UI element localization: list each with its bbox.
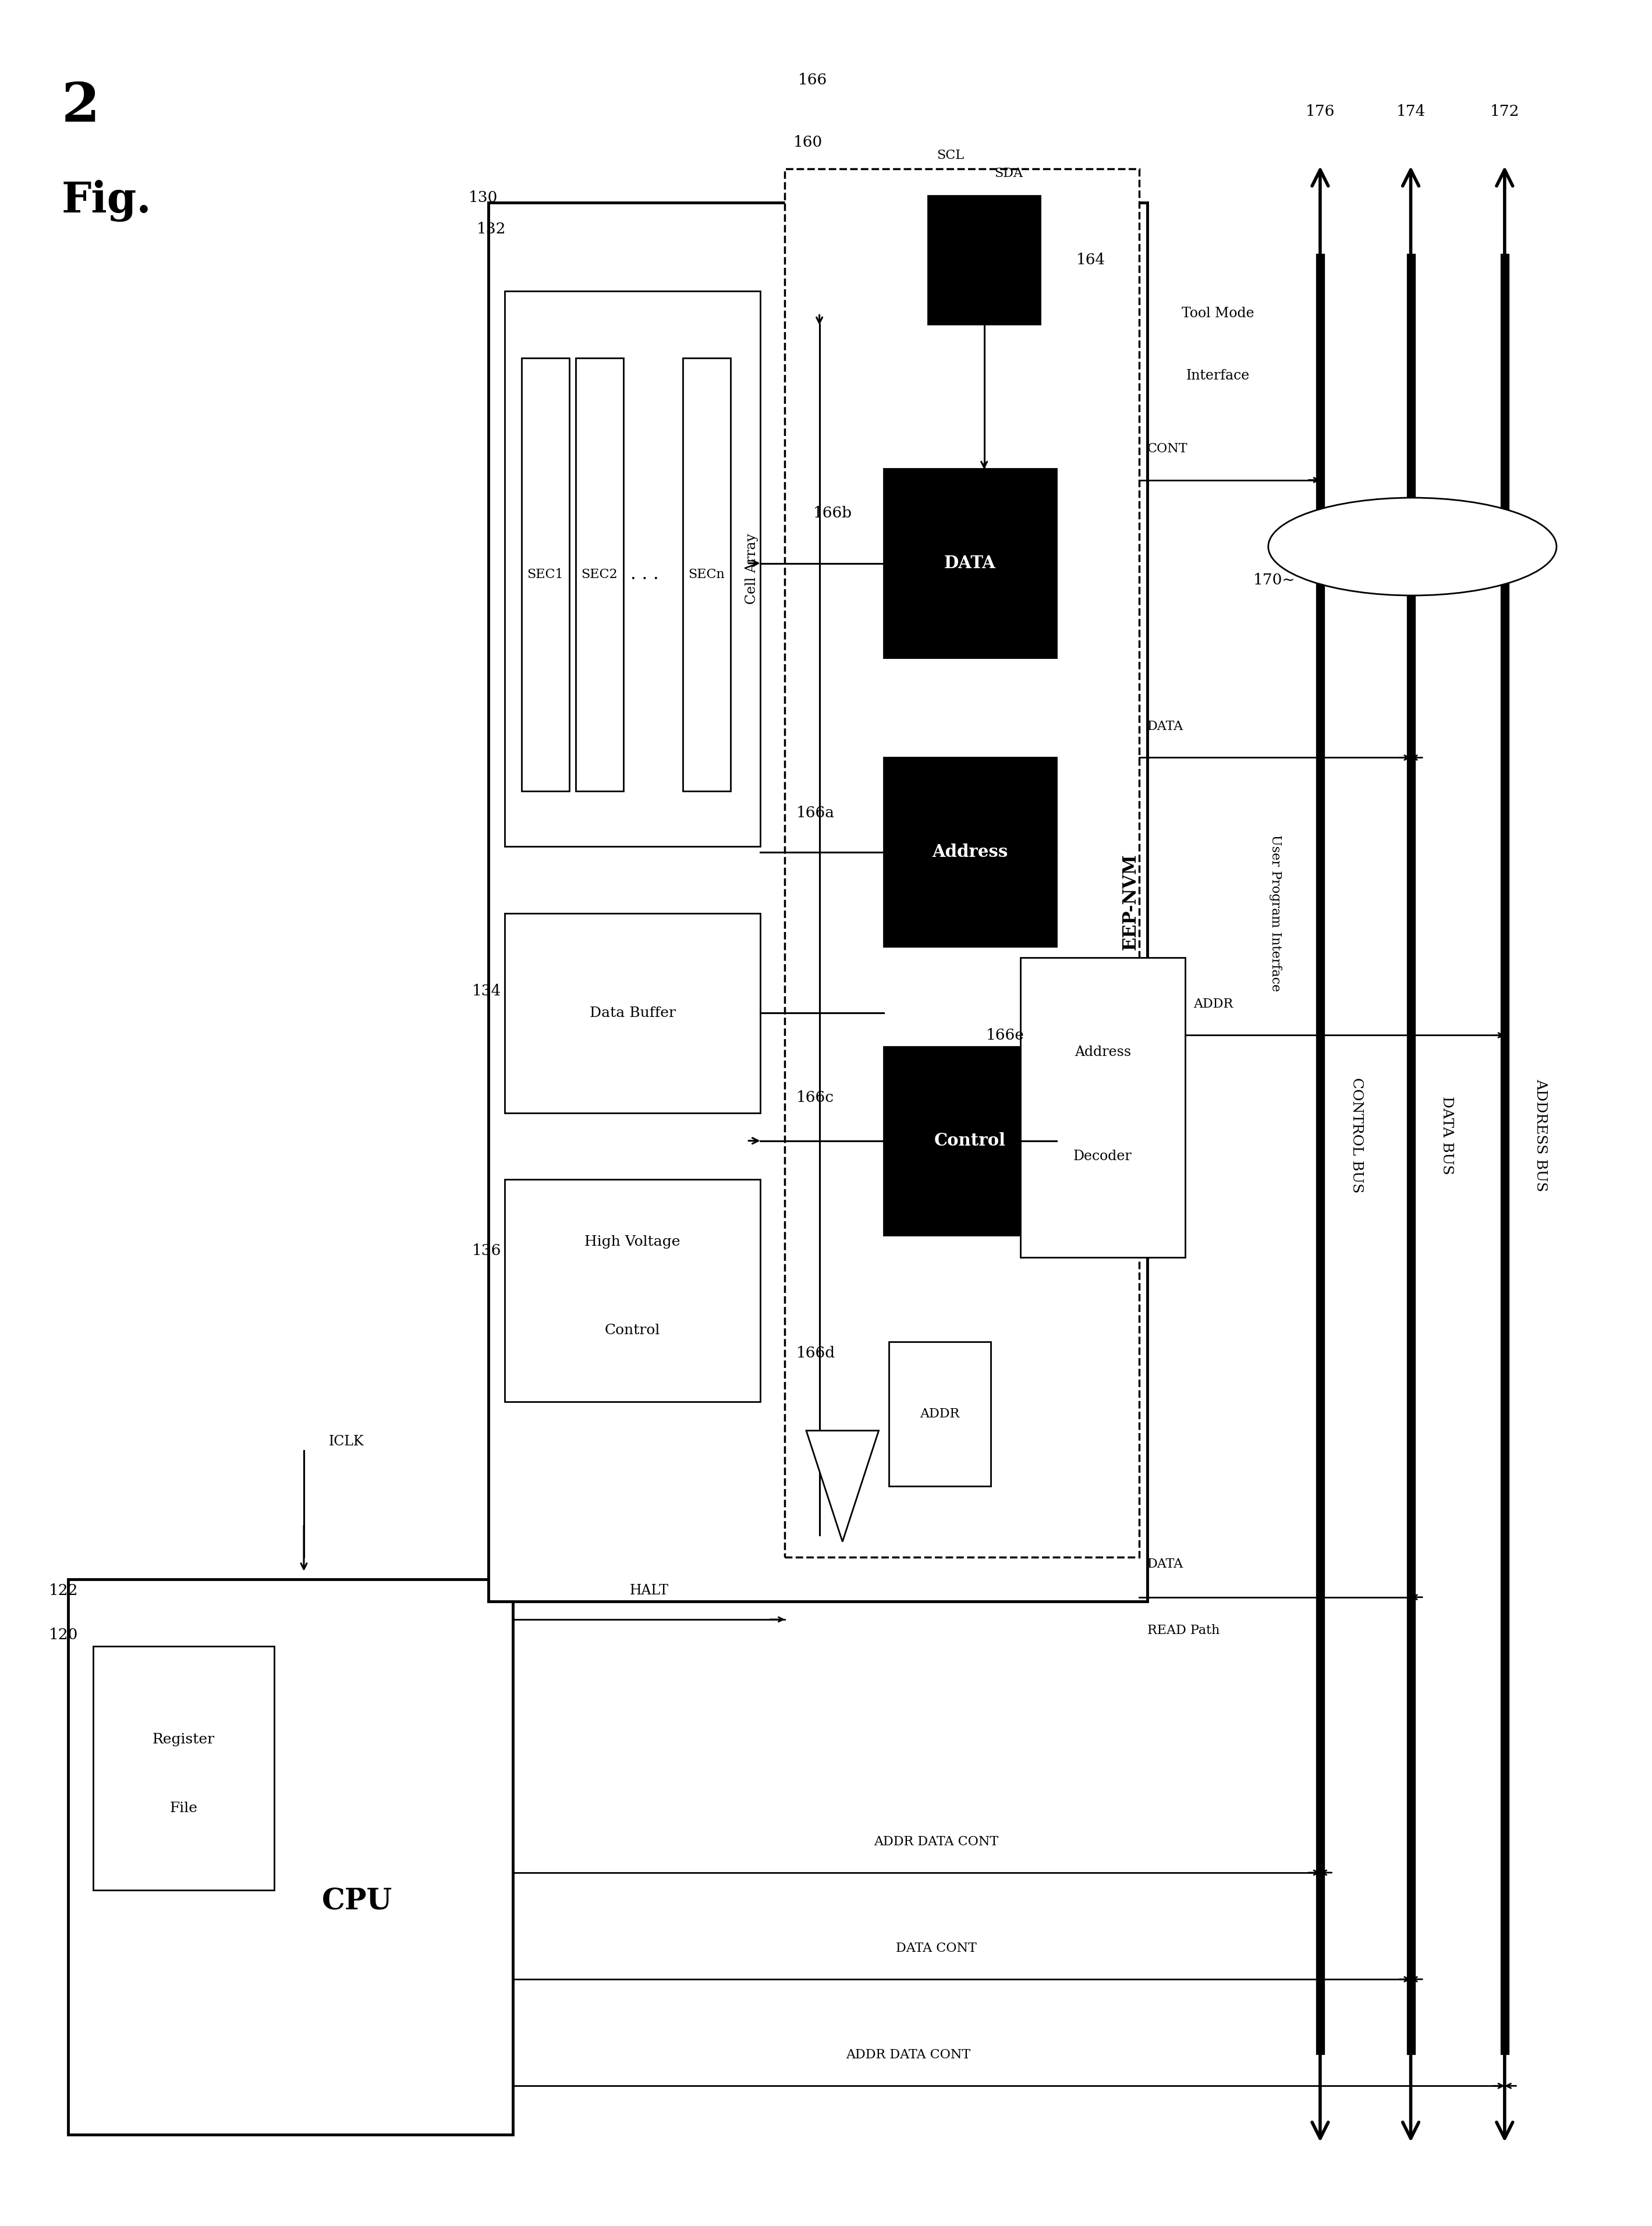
Bar: [928, 196, 1041, 325]
Text: ADDRESS BUS: ADDRESS BUS: [1535, 1080, 1548, 1191]
Text: ADDR: ADDR: [1193, 997, 1232, 1011]
Bar: [506, 913, 760, 1113]
Polygon shape: [806, 1431, 879, 1543]
Text: SEC1: SEC1: [527, 568, 563, 581]
Text: 160: 160: [793, 136, 823, 149]
Text: Cell Array: Cell Array: [745, 534, 758, 603]
Text: Decoder: Decoder: [1074, 1149, 1132, 1162]
Text: DATA: DATA: [1146, 721, 1183, 732]
Text: Fig.: Fig.: [61, 180, 152, 223]
Bar: [889, 1342, 991, 1487]
Text: User Program Interface: User Program Interface: [1269, 835, 1282, 991]
Text: DATA: DATA: [945, 554, 996, 572]
Text: . . .: . . .: [631, 565, 659, 583]
Text: Control: Control: [935, 1133, 1006, 1149]
Text: 174: 174: [1396, 105, 1426, 118]
Text: 166b: 166b: [813, 505, 852, 521]
Text: ADDR DATA CONT: ADDR DATA CONT: [874, 1834, 999, 1848]
Text: ICLK: ICLK: [329, 1436, 363, 1449]
Text: Control: Control: [605, 1324, 661, 1338]
Text: Address: Address: [932, 844, 1008, 861]
Text: DATA BUS: DATA BUS: [1441, 1095, 1454, 1175]
Bar: [506, 292, 760, 846]
Text: 132: 132: [477, 223, 506, 236]
Text: CONTROL BUS: CONTROL BUS: [1350, 1077, 1363, 1193]
Text: File: File: [170, 1801, 198, 1814]
Bar: [522, 358, 568, 790]
Text: 166a: 166a: [796, 806, 834, 821]
Bar: [1021, 957, 1184, 1258]
Text: 122: 122: [48, 1583, 78, 1598]
Text: CONT: CONT: [1146, 443, 1188, 456]
Text: 166: 166: [798, 73, 828, 87]
Text: 166d: 166d: [796, 1345, 836, 1360]
Text: SDA: SDA: [995, 167, 1023, 180]
Text: 170~: 170~: [1252, 572, 1295, 588]
Bar: [93, 1645, 274, 1890]
Text: SCL: SCL: [937, 149, 965, 162]
Text: Tool Mode: Tool Mode: [1181, 307, 1254, 321]
Bar: [682, 358, 730, 790]
Bar: [884, 1046, 1057, 1235]
Bar: [884, 757, 1057, 946]
Text: 136: 136: [472, 1244, 501, 1258]
Text: SECn: SECn: [689, 568, 725, 581]
Bar: [489, 203, 1146, 1603]
Text: EEP-NVM: EEP-NVM: [1122, 855, 1140, 951]
Text: ADDR DATA CONT: ADDR DATA CONT: [846, 2048, 971, 2061]
Text: 134: 134: [472, 984, 501, 997]
Text: Data Buffer: Data Buffer: [590, 1006, 676, 1020]
Text: DATA: DATA: [1146, 1558, 1183, 1569]
Text: SEC2: SEC2: [582, 568, 618, 581]
Text: HALT: HALT: [629, 1585, 669, 1598]
Text: ADDR: ADDR: [920, 1407, 960, 1420]
Text: 166e: 166e: [986, 1028, 1024, 1042]
Text: CPU: CPU: [322, 1888, 393, 1917]
Text: 164: 164: [1077, 254, 1105, 267]
Text: 2: 2: [61, 80, 101, 134]
Text: 120: 120: [48, 1627, 78, 1643]
Ellipse shape: [1269, 499, 1556, 597]
Bar: [575, 358, 623, 790]
Text: 172: 172: [1490, 105, 1520, 118]
Text: Interface: Interface: [1186, 370, 1251, 383]
Bar: [506, 1180, 760, 1402]
Text: DATA CONT: DATA CONT: [895, 1941, 976, 1954]
Text: Register: Register: [152, 1732, 215, 1745]
Bar: [785, 169, 1138, 1558]
Bar: [884, 470, 1057, 657]
Text: 166c: 166c: [796, 1091, 834, 1104]
Text: Address: Address: [1074, 1046, 1132, 1060]
Bar: [68, 1580, 514, 2135]
Text: High Voltage: High Voltage: [585, 1235, 681, 1249]
Text: 130: 130: [469, 191, 497, 205]
Text: READ Path: READ Path: [1146, 1625, 1219, 1636]
Text: 176: 176: [1305, 105, 1335, 118]
